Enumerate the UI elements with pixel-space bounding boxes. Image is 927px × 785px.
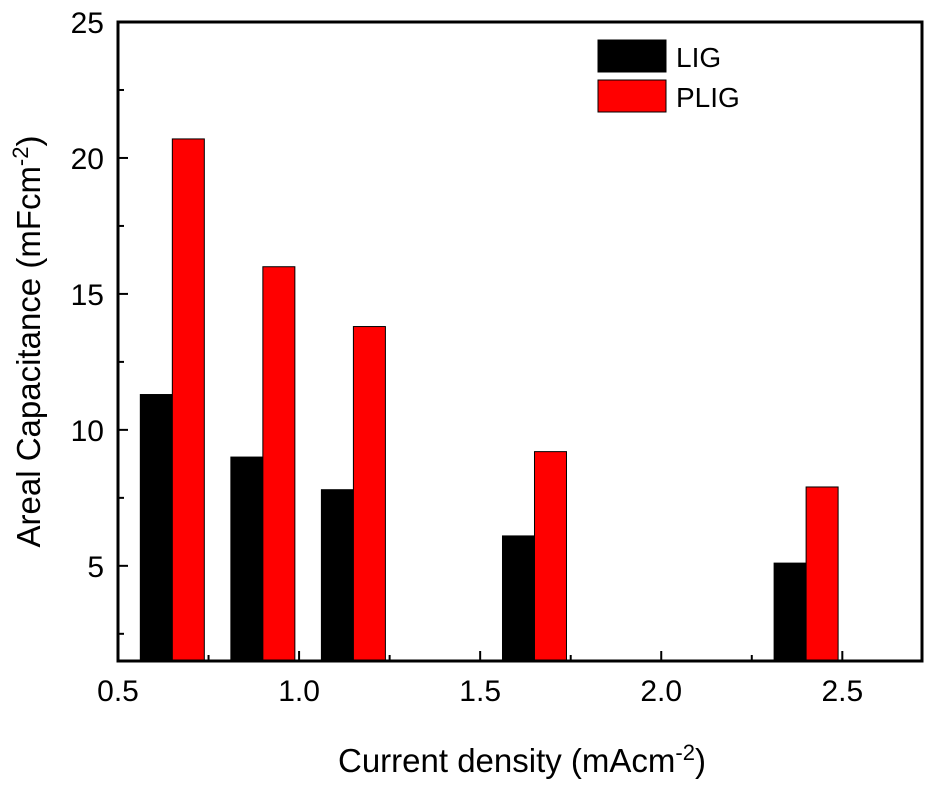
bar-plig-3 xyxy=(533,451,567,662)
x-axis-title-end: ) xyxy=(695,742,706,779)
x-tick-label-1: 1.0 xyxy=(278,675,320,708)
bar-lig-0 xyxy=(139,394,173,662)
bar-plig-0 xyxy=(171,138,205,662)
legend-label-plig: PLIG xyxy=(676,82,740,113)
bars-group xyxy=(139,138,839,662)
x-tick-label-0: 0.5 xyxy=(97,675,139,708)
legend-swatch-lig xyxy=(597,39,667,73)
y-axis-title-end: ) xyxy=(10,135,47,146)
bar-lig-3 xyxy=(501,535,535,662)
plot-frame xyxy=(116,20,924,663)
y-tick-label-1: 10 xyxy=(71,415,104,448)
bar-lig-4 xyxy=(773,562,807,662)
y-axis-title-sup: -2 xyxy=(8,146,33,166)
bar-plig-1 xyxy=(262,266,296,662)
legend: LIG PLIG xyxy=(597,39,740,113)
bar-lig-2 xyxy=(320,489,354,662)
x-tick-label-4: 2.5 xyxy=(821,675,863,708)
y-tick-label-3: 20 xyxy=(71,143,104,176)
x-axis-title-main: Current density (mAcm xyxy=(338,742,675,779)
legend-label-lig: LIG xyxy=(676,42,721,73)
x-axis-title-sup: -2 xyxy=(675,740,695,765)
bar-plig-4 xyxy=(805,486,839,662)
x-tick-label-3: 2.0 xyxy=(640,675,682,708)
y-axis-title-main: Areal Capacitance (mFcm xyxy=(10,166,47,547)
y-tick-label-4: 25 xyxy=(71,7,104,40)
y-tick-label-2: 15 xyxy=(71,279,104,312)
x-axis-title: Current density (mAcm-2) xyxy=(338,740,706,780)
bar-plig-2 xyxy=(352,326,386,662)
bar-lig-1 xyxy=(230,456,264,662)
y-axis-title: Areal Capacitance (mFcm-2) xyxy=(8,135,48,547)
y-tick-label-0: 5 xyxy=(87,551,104,584)
x-tick-label-2: 1.5 xyxy=(459,675,501,708)
legend-swatch-plig xyxy=(597,79,667,113)
